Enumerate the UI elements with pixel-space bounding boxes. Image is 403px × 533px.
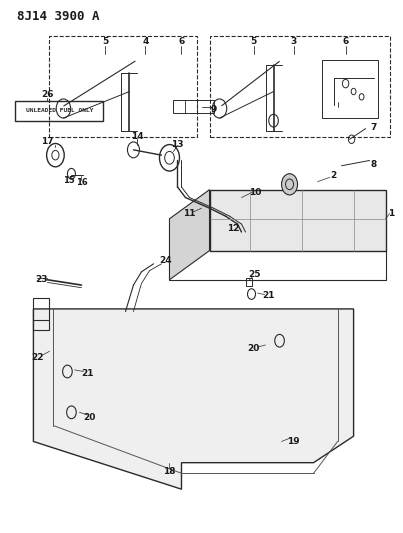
Text: 8: 8	[370, 160, 377, 168]
Text: 6: 6	[343, 37, 349, 46]
Text: 8J14 3900 A: 8J14 3900 A	[17, 10, 100, 23]
Polygon shape	[210, 190, 386, 251]
Text: 6: 6	[179, 37, 185, 46]
Text: 4: 4	[142, 37, 149, 46]
Text: 20: 20	[247, 344, 260, 353]
Bar	[210, 36, 390, 136]
Text: 13: 13	[171, 140, 184, 149]
Text: UNLEADED FUEL ONLY: UNLEADED FUEL ONLY	[26, 108, 93, 113]
Text: 20: 20	[83, 413, 96, 422]
Text: 24: 24	[159, 256, 172, 265]
Bar	[173, 100, 214, 113]
Text: 22: 22	[31, 353, 44, 362]
Text: 21: 21	[81, 369, 93, 378]
Text: 19: 19	[287, 437, 300, 446]
Bar	[245, 278, 252, 286]
Text: 17: 17	[41, 138, 54, 147]
Text: 3: 3	[291, 37, 297, 46]
Text: 5: 5	[102, 37, 108, 46]
Text: 18: 18	[163, 467, 176, 476]
Text: 10: 10	[249, 188, 262, 197]
Text: 12: 12	[227, 224, 240, 233]
Text: 26: 26	[41, 90, 54, 99]
Text: 25: 25	[248, 270, 261, 279]
Text: 16: 16	[75, 178, 87, 187]
Polygon shape	[170, 190, 210, 280]
Text: 5: 5	[250, 37, 257, 46]
Text: 11: 11	[183, 209, 196, 218]
Text: 2: 2	[330, 171, 337, 180]
Circle shape	[282, 174, 297, 195]
Bar	[50, 36, 197, 136]
Bar	[33, 298, 50, 330]
Text: 23: 23	[35, 275, 48, 284]
Bar	[15, 101, 104, 120]
Text: 9: 9	[210, 105, 217, 114]
Text: 15: 15	[63, 175, 75, 184]
Text: 7: 7	[370, 123, 377, 132]
Polygon shape	[33, 309, 353, 489]
Text: 14: 14	[131, 132, 144, 141]
Text: 1: 1	[388, 209, 395, 218]
Text: 21: 21	[262, 291, 275, 300]
Bar	[322, 60, 378, 118]
